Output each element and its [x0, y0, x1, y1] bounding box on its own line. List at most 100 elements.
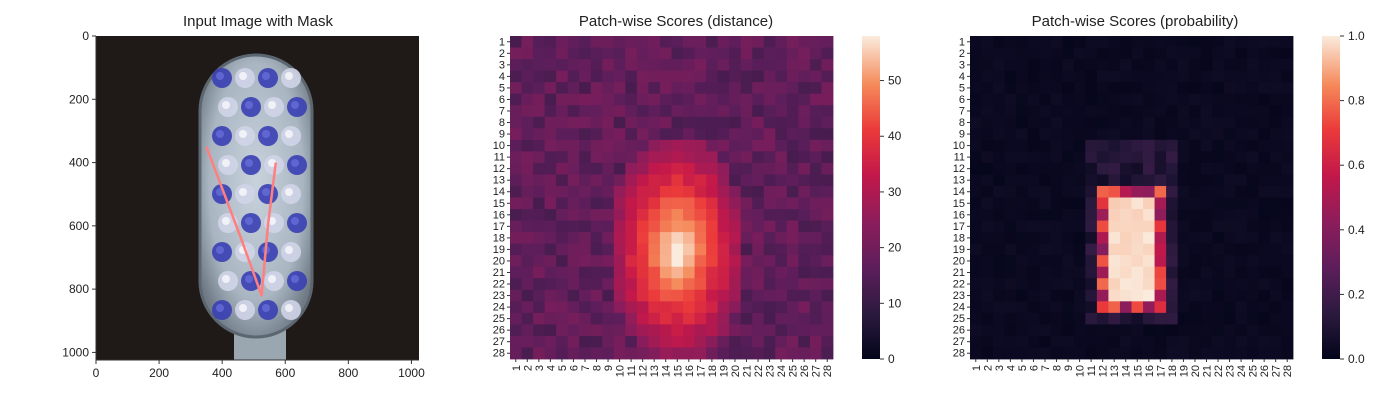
heatmap-cell	[544, 116, 557, 129]
heatmap-cell	[556, 209, 569, 221]
heatmap-cell	[659, 82, 672, 95]
heatmap-cell	[567, 105, 580, 118]
heatmap-cell	[1131, 209, 1144, 221]
heatmap-cell	[648, 301, 661, 314]
heatmap-cell	[993, 151, 1006, 164]
heatmap-cell	[1200, 324, 1213, 337]
heatmap-cell	[763, 312, 776, 325]
heatmap-cell	[521, 185, 534, 198]
heatmap-cell	[671, 162, 684, 175]
heatmap-cell	[1108, 174, 1121, 187]
heatmap-cell	[1166, 347, 1179, 360]
heatmap-cell	[1189, 255, 1202, 268]
heatmap-cell	[1246, 301, 1259, 314]
heatmap-cell	[533, 209, 546, 221]
heatmap-cell	[1235, 47, 1248, 60]
heatmap-cell	[798, 255, 811, 268]
heatmap-cell	[521, 301, 534, 314]
heatmap-cell	[1131, 266, 1144, 279]
y-tick-label: 1000	[62, 345, 89, 359]
heatmap-cell	[1062, 266, 1075, 279]
x-tick-label: 27	[1271, 365, 1283, 377]
colorbar-tick-label: 0.8	[1348, 94, 1365, 108]
heatmap-cell	[1154, 105, 1167, 118]
heatmap-cell	[1235, 266, 1248, 279]
heatmap-cell	[752, 324, 765, 337]
heatmap-cell	[1096, 209, 1109, 221]
heatmap-cell	[1154, 47, 1167, 60]
heatmap-cell	[533, 185, 546, 198]
heatmap-cell	[981, 335, 994, 348]
heatmap-cell	[567, 347, 580, 360]
heatmap-cell	[970, 197, 982, 210]
heatmap-cell	[1062, 255, 1075, 268]
heatmap-cell	[1096, 243, 1109, 256]
heatmap-cell	[1269, 139, 1282, 152]
heatmap-cell	[1246, 47, 1259, 60]
heatmap-cell	[1108, 59, 1121, 72]
bristle-highlight	[239, 130, 247, 138]
y-tick-label: 23	[493, 290, 505, 302]
heatmap-cell	[729, 162, 742, 175]
heatmap-cell	[1246, 209, 1259, 221]
heatmap-cell	[590, 301, 603, 314]
heatmap-cell	[1096, 116, 1109, 129]
heatmap-cell	[1235, 197, 1248, 210]
heatmap-cell	[763, 128, 776, 141]
heatmap-cell	[1223, 347, 1236, 360]
heatmap-cell	[1166, 70, 1179, 83]
heatmap-cell	[1189, 128, 1202, 141]
heatmap-cell	[1154, 70, 1167, 83]
heatmap-cell	[521, 162, 534, 175]
heatmap-cell	[740, 301, 753, 314]
heatmap-cell	[752, 116, 765, 129]
heatmap-cell	[1166, 128, 1179, 141]
heatmap-cell	[809, 232, 822, 245]
y-tick-label: 9	[959, 129, 965, 141]
heatmap-cell	[1131, 162, 1144, 175]
heatmap-cell	[1039, 243, 1052, 256]
heatmap-cell	[717, 151, 730, 164]
x-tick-label: 14	[661, 365, 673, 377]
heatmap-cell	[1223, 82, 1236, 95]
x-tick-label: 6	[1028, 365, 1040, 371]
heatmap-cell	[1085, 312, 1098, 325]
heatmap-cell	[1039, 93, 1052, 106]
heatmap-cell	[694, 105, 707, 118]
heatmap-cell	[1258, 116, 1271, 129]
y-tick-label: 10	[953, 140, 965, 152]
x-tick-label: 13	[649, 365, 661, 377]
heatmap-cell	[556, 335, 569, 348]
heatmap-cell	[970, 255, 982, 268]
heatmap-cell	[798, 174, 811, 187]
heatmap-cell	[993, 255, 1006, 268]
heatmap-cell	[717, 278, 730, 291]
heatmap-cell	[1027, 93, 1040, 106]
bristle-highlight	[216, 130, 224, 138]
heatmap-cell	[636, 174, 649, 187]
heatmap-cell	[1177, 278, 1190, 291]
heatmap-cell	[1269, 209, 1282, 221]
heatmap-cell	[1016, 255, 1029, 268]
heatmap-cell	[1143, 105, 1155, 118]
x-tick-label: 1	[971, 365, 983, 371]
heatmap-cell	[556, 162, 569, 175]
heatmap-cell	[625, 347, 638, 360]
heatmap-cell	[683, 70, 695, 83]
heatmap-cell	[1050, 347, 1063, 360]
heatmap-cell	[1258, 289, 1271, 302]
heatmap-cell	[521, 266, 534, 279]
heatmap-cell	[1246, 312, 1259, 325]
heatmap-cell	[1108, 197, 1121, 210]
heatmap-cell	[1096, 70, 1109, 83]
heatmap-cell	[671, 289, 684, 302]
heatmap-cell	[613, 47, 626, 60]
heatmap-cell	[798, 266, 811, 279]
y-tick-label: 400	[69, 156, 89, 170]
heatmap-cell	[786, 335, 799, 348]
heatmap-cell	[981, 324, 994, 337]
heatmap-cell	[1200, 70, 1213, 83]
heatmap-cell	[752, 312, 765, 325]
heatmap-cell	[1223, 209, 1236, 221]
heatmap-cell	[556, 128, 569, 141]
